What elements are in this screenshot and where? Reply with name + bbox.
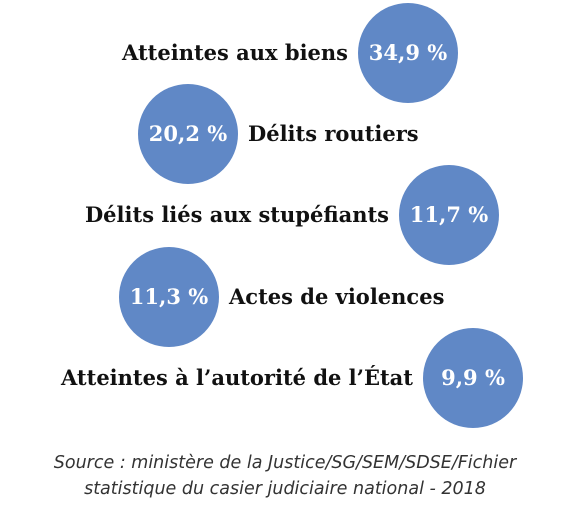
value-bubble [399, 165, 499, 265]
value-label: 34,9 % [369, 40, 447, 65]
value-bubble [138, 84, 238, 184]
value-label: 11,3 % [130, 284, 208, 309]
bubble-row: 20,2 % Délits routiers [138, 84, 419, 184]
value-label: 9,9 % [441, 365, 505, 390]
bubble-row: 9,9 % Atteintes à l’autorité de l’État [60, 328, 523, 428]
category-label: Délits liés aux stupéfiants [85, 202, 389, 227]
value-bubble [423, 328, 523, 428]
source-line-1: Source : ministère de la Justice/SG/SEM/… [53, 453, 517, 473]
category-label: Actes de violences [228, 284, 444, 309]
value-bubble [119, 247, 219, 347]
value-label: 20,2 % [149, 121, 227, 146]
source-note: Source : ministère de la Justice/SG/SEM/… [0, 450, 570, 502]
category-label: Délits routiers [248, 121, 419, 146]
bubble-chart: 34,9 % Atteintes aux biens 20,2 % Délits ro… [60, 3, 523, 428]
bubble-row: 34,9 % Atteintes aux biens [121, 3, 458, 103]
category-label: Atteintes aux biens [121, 40, 348, 65]
value-label: 11,7 % [410, 202, 488, 227]
category-label: Atteintes à l’autorité de l’État [60, 365, 413, 390]
value-bubble [358, 3, 458, 103]
source-line-2: statistique du casier judiciaire nationa… [84, 479, 486, 499]
bubble-row: 11,3 % Actes de violences [119, 247, 444, 347]
bubble-row: 11,7 % Délits liés aux stupéfiants [85, 165, 499, 265]
